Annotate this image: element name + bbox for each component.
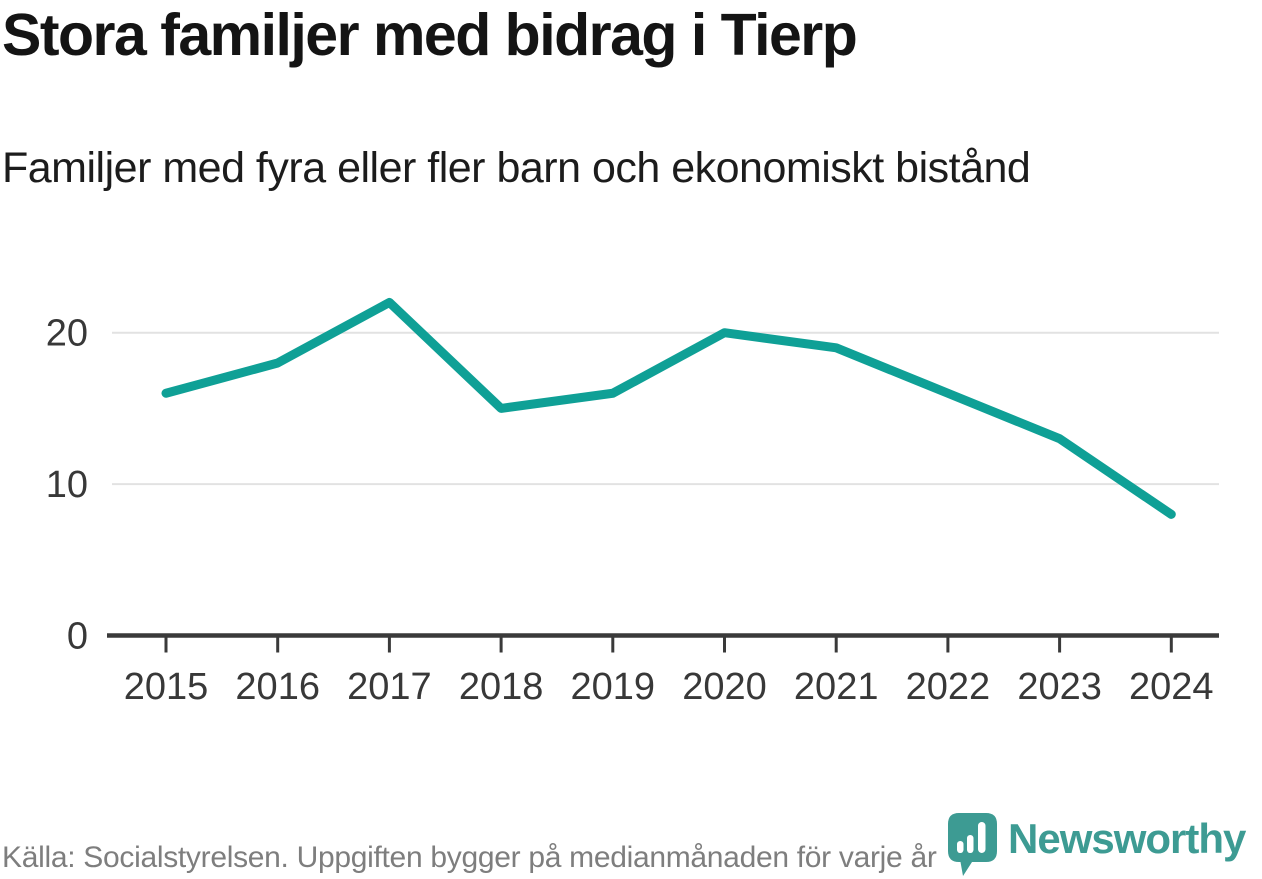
y-tick-label: 20: [46, 313, 88, 355]
x-tick-label: 2015: [124, 666, 209, 708]
chart-title: Stora familjer med bidrag i Tierp: [2, 2, 858, 68]
x-tick-label: 2017: [347, 666, 432, 708]
x-tick-label: 2020: [682, 666, 767, 708]
newsworthy-logo: Newsworthy: [948, 813, 1260, 877]
y-tick-label: 10: [46, 464, 88, 506]
x-tick-label: 2019: [571, 666, 656, 708]
x-tick-label: 2022: [906, 666, 991, 708]
x-tick-label: 2023: [1017, 666, 1102, 708]
x-tick-label: 2018: [459, 666, 544, 708]
source-note: Källa: Socialstyrelsen. Uppgiften bygger…: [2, 841, 937, 874]
data-series-line: [161, 297, 1176, 519]
x-tick-label: 2021: [794, 666, 879, 708]
chart-subtitle: Familjer med fyra eller fler barn och ek…: [2, 144, 1031, 192]
bar-chart-badge-icon: [948, 813, 997, 876]
x-tick-label: 2024: [1129, 666, 1214, 708]
y-tick-label: 0: [67, 616, 88, 658]
x-tick-label: 2016: [235, 666, 320, 708]
newsworthy-wordmark: Newsworthy: [1008, 815, 1246, 862]
